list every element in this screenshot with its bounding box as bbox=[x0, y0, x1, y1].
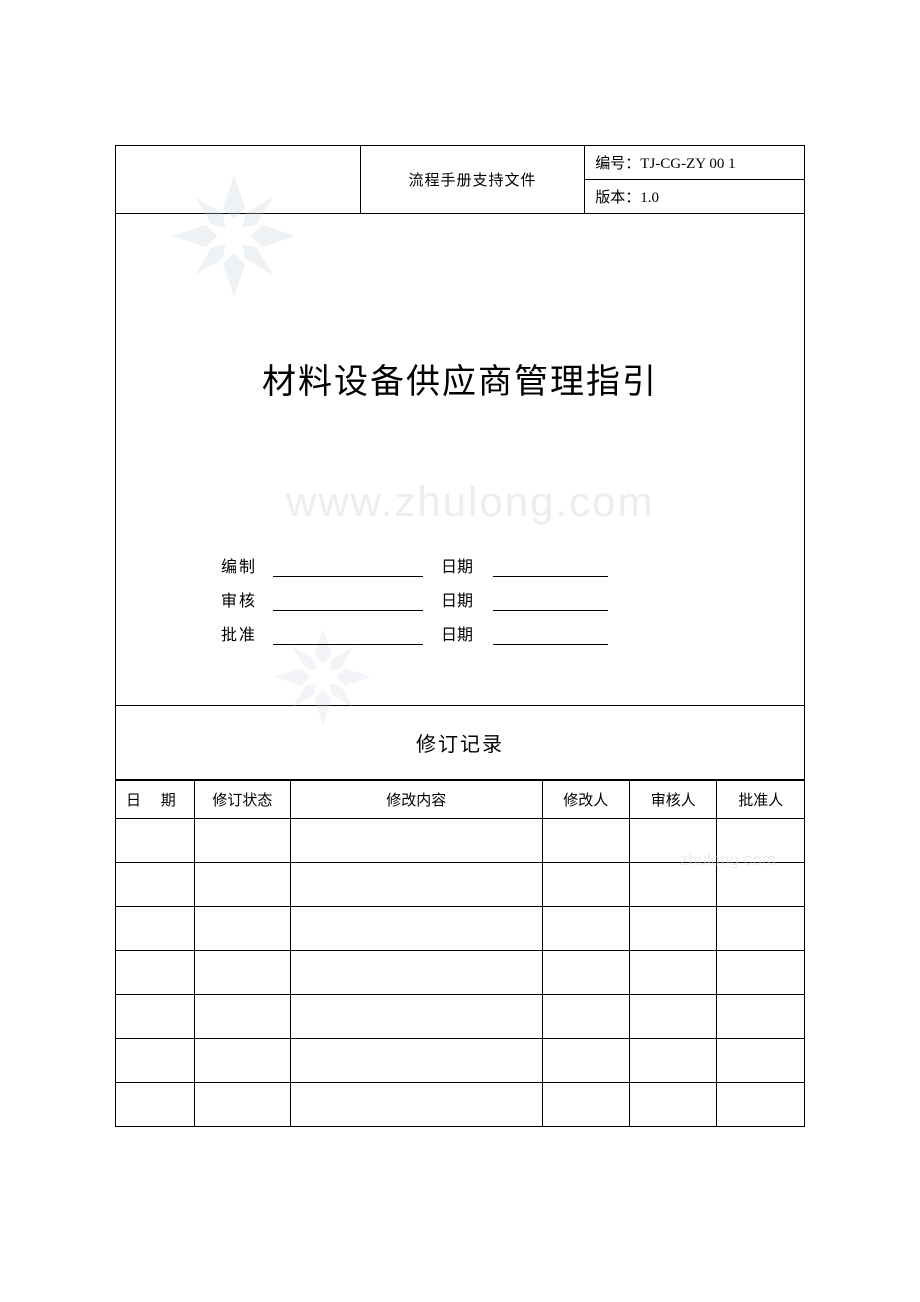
revision-cell bbox=[629, 819, 716, 863]
revision-cell bbox=[717, 951, 805, 995]
revision-cell bbox=[717, 995, 805, 1039]
col-date: 日 期 bbox=[116, 781, 195, 819]
revision-row bbox=[116, 1039, 805, 1083]
sign-line bbox=[273, 591, 423, 611]
signature-block: 编制 日期 审核 日期 批准 日期 bbox=[221, 543, 641, 645]
revision-row bbox=[116, 995, 805, 1039]
title-section: 材料设备供应商管理指引 www.zhulong.com 编制 日期 bbox=[115, 214, 805, 706]
header-version: 版本：1.0 bbox=[585, 180, 805, 214]
revision-cell bbox=[290, 863, 542, 907]
sign-line bbox=[273, 557, 423, 577]
revision-cell bbox=[629, 995, 716, 1039]
revision-cell bbox=[194, 951, 290, 995]
sign-label-approve: 批准 bbox=[221, 621, 265, 645]
sign-date-line bbox=[493, 557, 608, 577]
sign-date-line bbox=[493, 591, 608, 611]
revision-cell bbox=[194, 907, 290, 951]
revision-cell bbox=[629, 907, 716, 951]
version-value: 1.0 bbox=[640, 190, 659, 206]
revision-cell bbox=[717, 1039, 805, 1083]
sign-date-line bbox=[493, 625, 608, 645]
revision-cell bbox=[542, 951, 629, 995]
sign-date-label: 日期 bbox=[441, 587, 485, 611]
revision-cell bbox=[290, 819, 542, 863]
watermark-url: www.zhulong.com bbox=[286, 478, 654, 526]
revision-cell bbox=[116, 819, 195, 863]
revision-cell bbox=[717, 1083, 805, 1127]
revision-cell bbox=[116, 907, 195, 951]
sign-label-compile: 编制 bbox=[221, 553, 265, 577]
sign-line bbox=[273, 625, 423, 645]
revision-cell bbox=[194, 1039, 290, 1083]
revision-cell bbox=[629, 1083, 716, 1127]
header-table: 流程手册支持文件 编号：TJ-CG-ZY 00 1 版本：1.0 bbox=[115, 145, 805, 214]
revision-cell bbox=[290, 1039, 542, 1083]
revision-cell bbox=[717, 819, 805, 863]
signature-row: 编制 日期 bbox=[221, 543, 641, 577]
revision-cell bbox=[717, 863, 805, 907]
revision-cell bbox=[629, 951, 716, 995]
revision-header-row: 日 期 修订状态 修改内容 修改人 审核人 批准人 bbox=[116, 781, 805, 819]
main-title: 材料设备供应商管理指引 bbox=[116, 354, 804, 403]
revision-title: 修订记录 bbox=[115, 706, 805, 780]
revision-row bbox=[116, 819, 805, 863]
sign-date-label: 日期 bbox=[441, 553, 485, 577]
revision-row bbox=[116, 951, 805, 995]
revision-cell bbox=[629, 1039, 716, 1083]
revision-cell bbox=[194, 819, 290, 863]
revision-cell bbox=[290, 907, 542, 951]
col-content: 修改内容 bbox=[290, 781, 542, 819]
revision-cell bbox=[542, 1083, 629, 1127]
revision-cell bbox=[194, 995, 290, 1039]
col-status: 修订状态 bbox=[194, 781, 290, 819]
revision-row bbox=[116, 907, 805, 951]
revision-cell bbox=[542, 863, 629, 907]
sign-label-review: 审核 bbox=[221, 587, 265, 611]
col-modifier: 修改人 bbox=[542, 781, 629, 819]
revision-cell bbox=[290, 1083, 542, 1127]
revision-cell bbox=[116, 951, 195, 995]
revision-cell bbox=[542, 819, 629, 863]
revision-cell bbox=[542, 995, 629, 1039]
revision-cell bbox=[542, 1039, 629, 1083]
revision-row bbox=[116, 863, 805, 907]
docno-value: TJ-CG-ZY 00 1 bbox=[640, 156, 735, 172]
revision-cell bbox=[116, 1083, 195, 1127]
revision-cell bbox=[717, 907, 805, 951]
revision-cell bbox=[290, 995, 542, 1039]
revision-table: 日 期 修订状态 修改内容 修改人 审核人 批准人 bbox=[115, 780, 805, 1127]
revision-cell bbox=[116, 995, 195, 1039]
revision-cell bbox=[194, 863, 290, 907]
col-approver: 批准人 bbox=[717, 781, 805, 819]
header-title: 流程手册支持文件 bbox=[360, 146, 585, 214]
version-label: 版本： bbox=[595, 190, 640, 206]
revision-body bbox=[116, 819, 805, 1127]
header-logo-cell bbox=[116, 146, 361, 214]
revision-cell bbox=[194, 1083, 290, 1127]
signature-row: 审核 日期 bbox=[221, 577, 641, 611]
revision-cell bbox=[290, 951, 542, 995]
revision-cell bbox=[629, 863, 716, 907]
revision-cell bbox=[116, 863, 195, 907]
revision-cell bbox=[116, 1039, 195, 1083]
revision-cell bbox=[542, 907, 629, 951]
col-reviewer: 审核人 bbox=[629, 781, 716, 819]
sign-date-label: 日期 bbox=[441, 621, 485, 645]
header-docno: 编号：TJ-CG-ZY 00 1 bbox=[585, 146, 805, 180]
document-page: 流程手册支持文件 编号：TJ-CG-ZY 00 1 版本：1.0 材 bbox=[115, 145, 805, 1127]
docno-label: 编号： bbox=[595, 156, 640, 172]
signature-row: 批准 日期 bbox=[221, 611, 641, 645]
revision-row bbox=[116, 1083, 805, 1127]
